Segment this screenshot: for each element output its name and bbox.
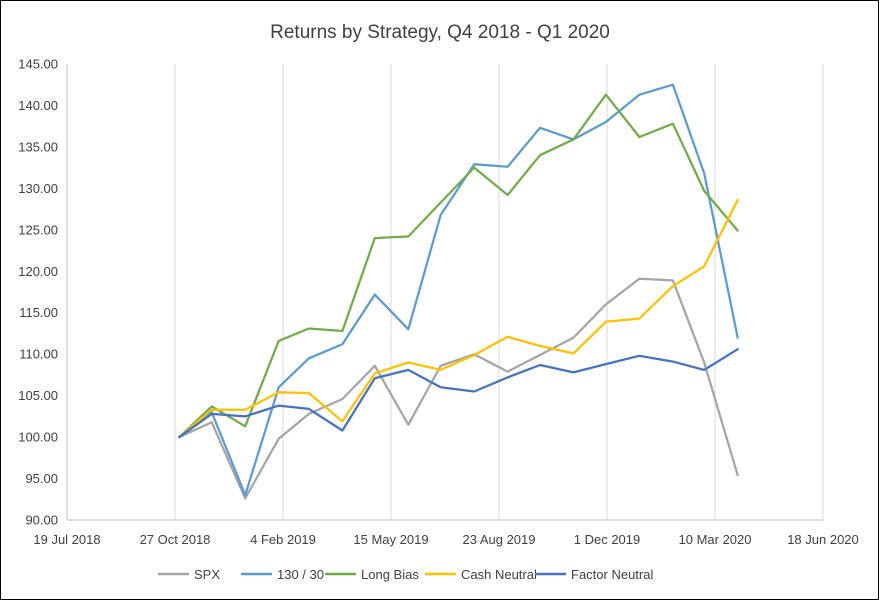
series-line-long-bias bbox=[178, 93, 739, 439]
y-tick-label: 120.00 bbox=[18, 264, 58, 279]
legend-item-long-bias: Long Bias bbox=[325, 567, 419, 582]
series-line-factor-neutral bbox=[178, 348, 739, 439]
x-tick-label: 10 Mar 2020 bbox=[679, 532, 752, 547]
y-tick-label: 105.00 bbox=[18, 388, 58, 403]
legend-label: Cash Neutral bbox=[461, 567, 537, 582]
series-line-130-30 bbox=[178, 83, 739, 497]
x-tick-label: 27 Oct 2018 bbox=[140, 532, 211, 547]
y-tick-label: 115.00 bbox=[19, 305, 58, 320]
y-tick-label: 110.00 bbox=[19, 347, 58, 362]
legend-label: SPX bbox=[194, 567, 220, 582]
legend-label: Factor Neutral bbox=[571, 567, 653, 582]
x-tick-label: 19 Jul 2018 bbox=[33, 532, 100, 547]
y-tick-label: 90.00 bbox=[25, 513, 58, 528]
y-tick-label: 125.00 bbox=[18, 222, 58, 237]
y-tick-label: 135.00 bbox=[18, 139, 58, 154]
y-tick-label: 145.00 bbox=[18, 57, 58, 72]
y-tick-label: 100.00 bbox=[18, 430, 58, 445]
y-axis-labels: 90.00 95.00 100.00 105.00 110.00 115.00 120.00… bbox=[18, 57, 58, 528]
x-tick-label: 23 Aug 2019 bbox=[462, 532, 535, 547]
x-tick-label: 4 Feb 2019 bbox=[250, 532, 316, 547]
series-line-cash-neutral bbox=[178, 198, 739, 439]
legend-item-spx: SPX bbox=[158, 567, 220, 582]
legend-label: 130 / 30 bbox=[277, 567, 324, 582]
y-tick-label: 95.00 bbox=[25, 471, 58, 486]
chart-title: Returns by Strategy, Q4 2018 - Q1 2020 bbox=[270, 22, 610, 43]
axes bbox=[66, 64, 823, 521]
legend-item-130-30: 130 / 30 bbox=[241, 567, 324, 582]
legend-item-cash-neutral: Cash Neutral bbox=[425, 567, 537, 582]
x-tick-label: 18 Jun 2020 bbox=[787, 532, 859, 547]
series-lines bbox=[178, 83, 739, 500]
x-tick-label: 15 May 2019 bbox=[353, 532, 428, 547]
legend: SPX 130 / 30 Long Bias Cash Neutral Factor N… bbox=[158, 567, 653, 582]
y-tick-label: 130.00 bbox=[18, 181, 58, 196]
y-tick-label: 140.00 bbox=[18, 98, 58, 113]
x-axis-labels: 19 Jul 2018 27 Oct 2018 4 Feb 2019 15 May 2… bbox=[33, 532, 858, 547]
series-line-spx bbox=[178, 277, 739, 500]
gridlines bbox=[66, 64, 824, 520]
legend-label: Long Bias bbox=[361, 567, 419, 582]
x-tick-label: 1 Dec 2019 bbox=[574, 532, 641, 547]
legend-item-factor-neutral: Factor Neutral bbox=[535, 567, 653, 582]
